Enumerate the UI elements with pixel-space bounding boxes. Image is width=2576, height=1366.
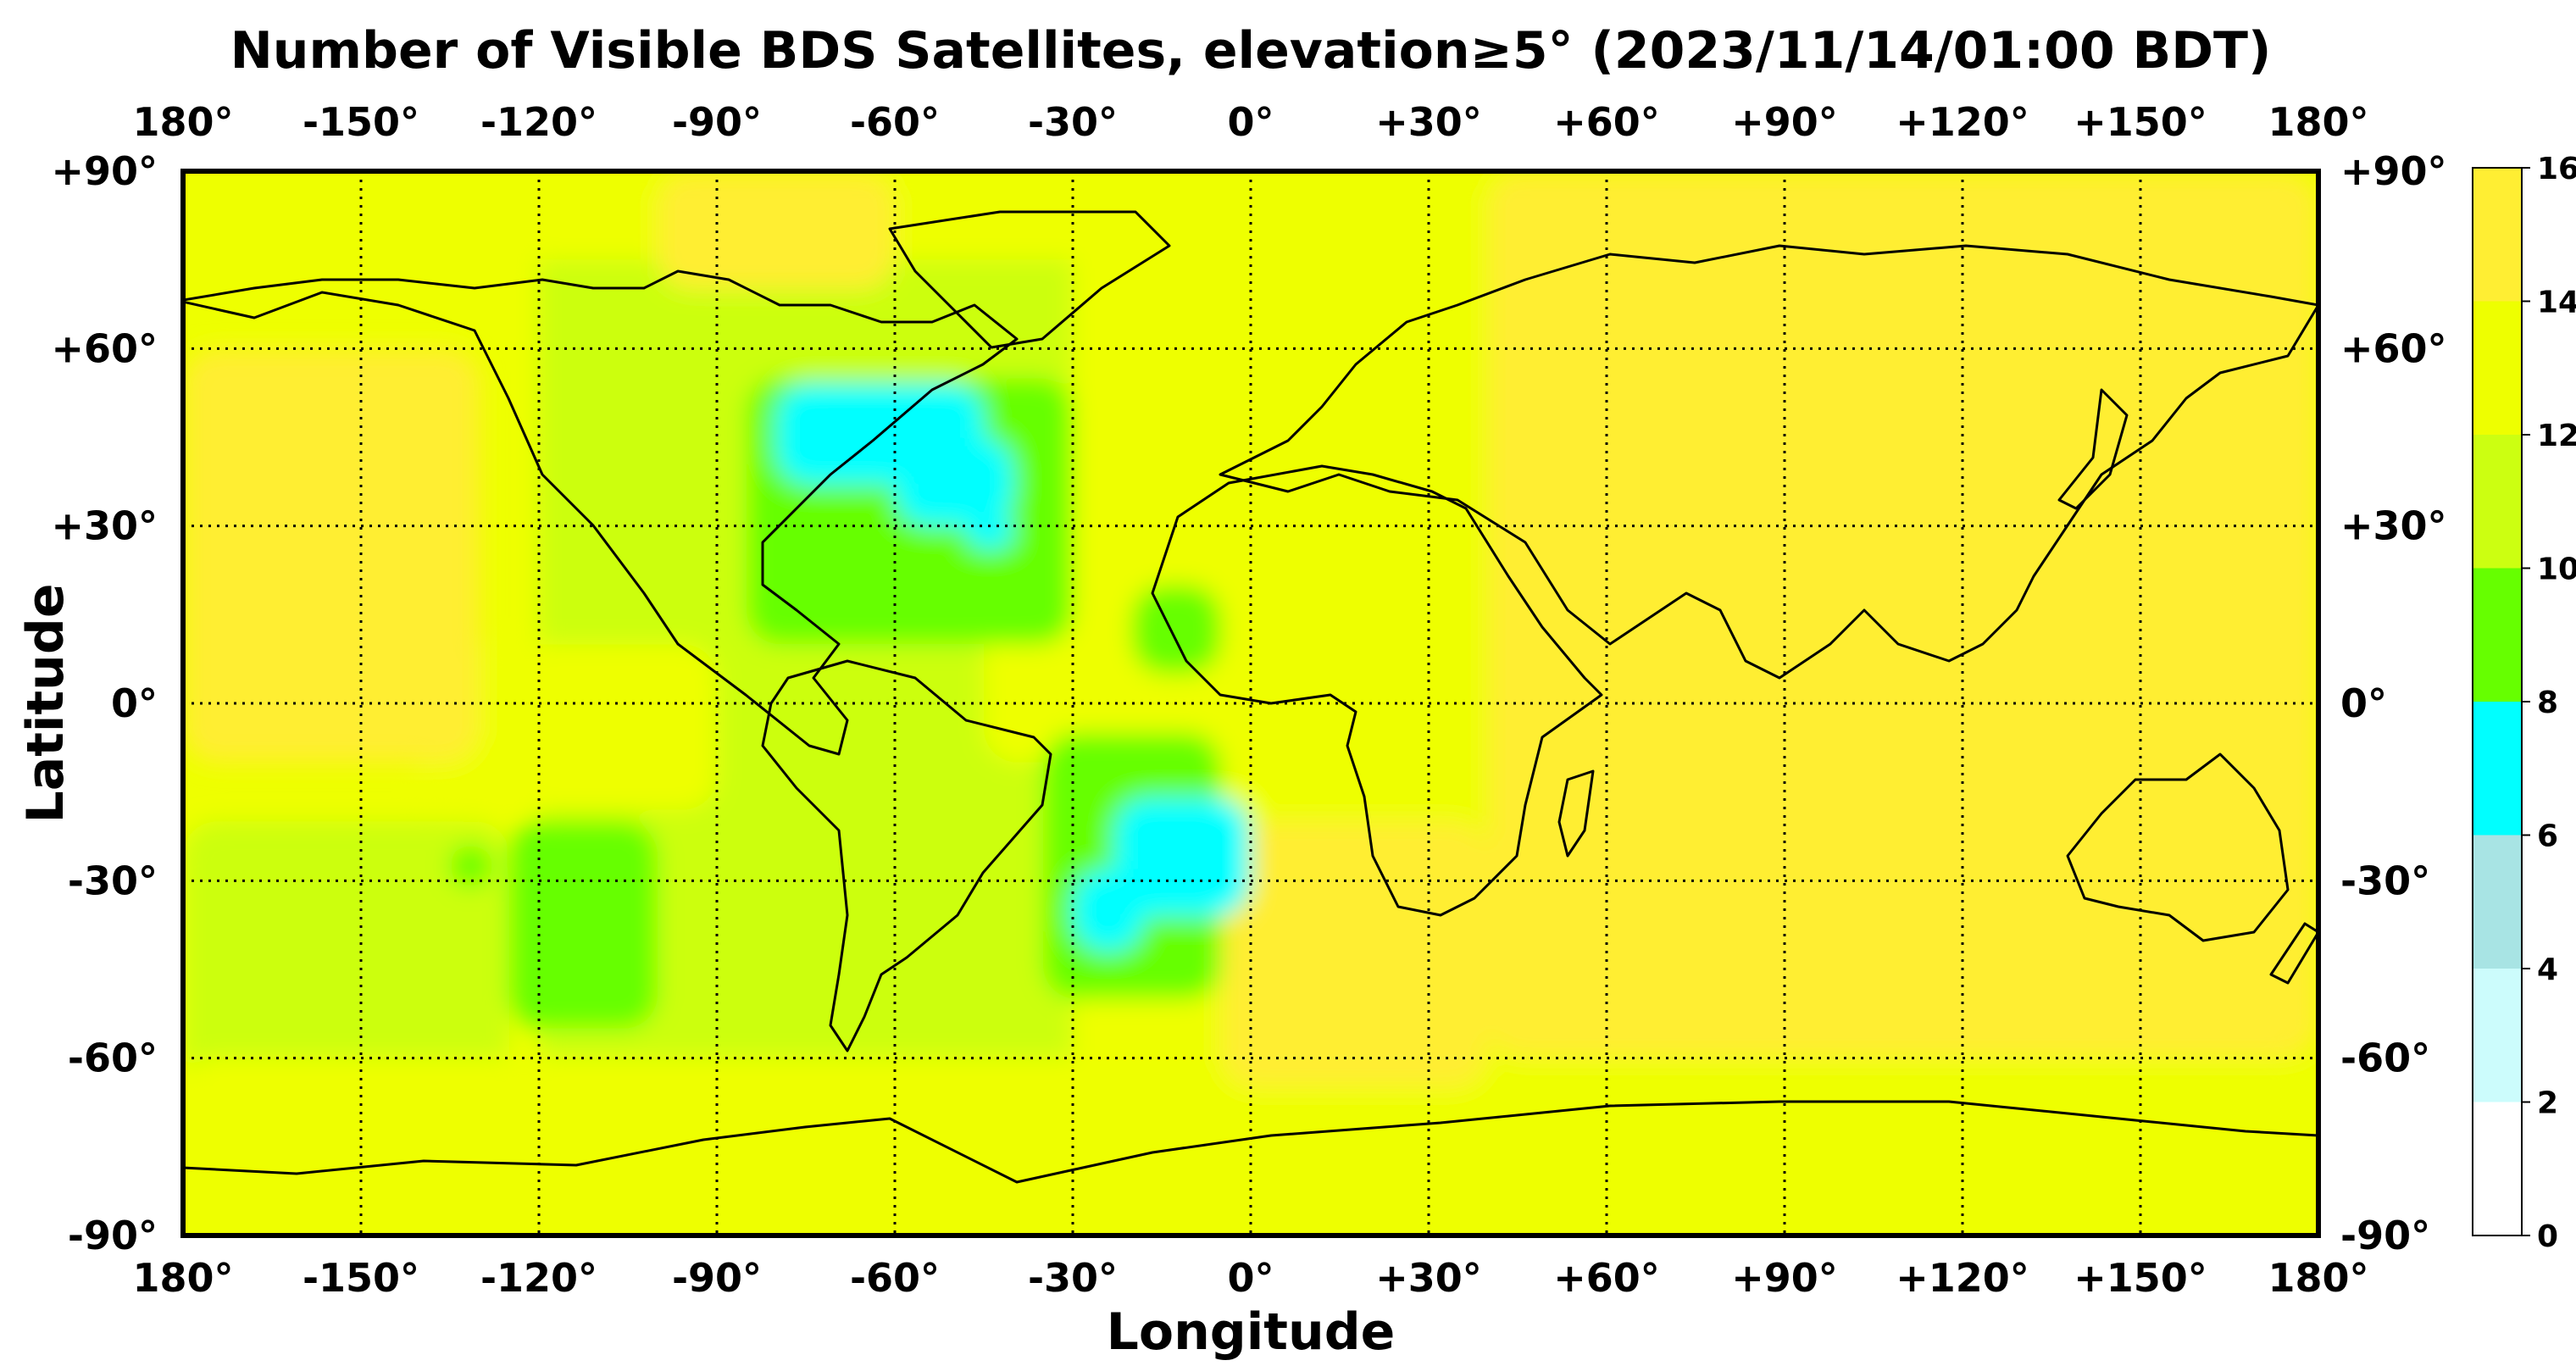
colorbar-block	[2473, 835, 2522, 969]
x-tick-label-bottom: +120°	[1896, 1255, 2029, 1301]
colorbar: 0 2 4 6 8 10 12 14 16	[2472, 152, 2576, 1254]
y-tick-label-right: +60°	[2340, 325, 2447, 371]
y-tick-label-left: -30°	[68, 858, 158, 903]
colorbar-blocks	[2473, 168, 2522, 1236]
y-tick-label-left: 0°	[111, 680, 158, 726]
colorbar-block	[2473, 969, 2522, 1102]
plot-area	[183, 171, 2318, 1236]
x-tick-label-top: 0°	[1227, 99, 1274, 145]
colorbar-tick-label: 0	[2537, 1219, 2558, 1254]
graticule	[183, 171, 2318, 1236]
coastlines	[183, 210, 2318, 1184]
visibility-region	[420, 644, 717, 810]
coastline-greenland	[888, 210, 1171, 349]
x-tick-label-bottom: +150°	[2074, 1255, 2207, 1301]
x-tick-label-bottom: +60°	[1553, 1255, 1660, 1301]
coastline-japan	[2057, 388, 2129, 510]
visibility-region	[509, 821, 658, 1029]
x-tick-label-top: +30°	[1375, 99, 1482, 145]
visibility-region	[1132, 585, 1221, 675]
x-tick-label-bottom: 0°	[1227, 1255, 1274, 1301]
x-tick-label-bottom: -60°	[850, 1255, 940, 1301]
coastline-africa	[1151, 464, 1603, 917]
coastline-australia	[2066, 752, 2290, 942]
visibility-region	[966, 514, 1013, 550]
x-tick-label-bottom: -150°	[303, 1255, 419, 1301]
y-tick-label-left: -90°	[68, 1213, 158, 1258]
y-tick-label-right: -30°	[2340, 858, 2430, 903]
chart-title: Number of Visible BDS Satellites, elevat…	[230, 21, 2272, 81]
visibility-region	[1114, 797, 1251, 917]
y-tick-label-right: +90°	[2340, 148, 2447, 194]
visibility-field	[183, 171, 2318, 1236]
visibility-region	[183, 821, 509, 1088]
x-axis-label: Longitude	[1107, 1302, 1396, 1362]
y-tick-label-left: +30°	[51, 503, 158, 549]
x-tick-label-bottom: -120°	[480, 1255, 597, 1301]
colorbar-tick-label: 16	[2537, 152, 2576, 186]
top-tick-labels: 180° -150° -120° -90° -60° -30° 0° +30° +60° +90°…	[132, 99, 2368, 145]
x-tick-label-bottom: +90°	[1731, 1255, 1838, 1301]
x-tick-label-top: -30°	[1028, 99, 1118, 145]
colorbar-block	[2473, 568, 2522, 702]
colorbar-tick-label: 2	[2537, 1086, 2558, 1121]
x-tick-label-top: -60°	[850, 99, 940, 145]
y-tick-label-left: +60°	[51, 325, 158, 371]
colorbar-tick-label: 14	[2537, 286, 2576, 320]
bottom-tick-labels: 180° -150° -120° -90° -60° -30° 0° +30° +60° +90°…	[132, 1255, 2368, 1301]
colorbar-block	[2473, 435, 2522, 569]
x-tick-label-bottom: 180°	[132, 1255, 233, 1301]
x-tick-label-top: +150°	[2074, 99, 2207, 145]
visibility-region	[1073, 869, 1144, 952]
x-tick-label-top: -90°	[672, 99, 762, 145]
coastline-south-america	[761, 659, 1052, 1052]
x-tick-label-top: 180°	[2268, 99, 2368, 145]
y-tick-label-left: -60°	[68, 1036, 158, 1081]
right-tick-labels: +90° +60° +30° 0° -30° -60° -90°	[2340, 148, 2447, 1258]
colorbar-block	[2473, 1102, 2522, 1236]
colorbar-block	[2473, 301, 2522, 435]
y-tick-label-right: -60°	[2340, 1036, 2430, 1081]
visibility-region	[183, 348, 480, 763]
colorbar-block	[2473, 168, 2522, 302]
visibility-region	[450, 845, 491, 887]
colorbar-tick-label: 10	[2537, 553, 2576, 587]
x-tick-label-top: -120°	[480, 99, 597, 145]
x-tick-label-top: +60°	[1553, 99, 1660, 145]
visibility-region	[658, 171, 895, 290]
colorbar-tick-label: 4	[2537, 952, 2558, 987]
colorbar-tick-label: 12	[2537, 419, 2576, 453]
x-tick-label-bottom: +30°	[1375, 1255, 1482, 1301]
x-tick-label-top: 180°	[132, 99, 233, 145]
x-tick-label-top: -150°	[303, 99, 419, 145]
visibility-region	[895, 437, 1013, 526]
left-tick-labels: +90° +60° +30° 0° -30° -60° -90°	[51, 148, 158, 1258]
visibility-region	[1488, 171, 2318, 1058]
x-tick-label-bottom: -30°	[1028, 1255, 1118, 1301]
coastline-north-america	[183, 269, 1019, 756]
y-tick-label-right: 0°	[2340, 680, 2387, 726]
y-tick-label-right: -90°	[2340, 1213, 2430, 1258]
colorbar-tick-label: 6	[2537, 819, 2558, 854]
x-tick-label-top: +120°	[1896, 99, 2029, 145]
coastline-antarctica	[183, 1100, 2318, 1184]
y-tick-label-right: +30°	[2340, 503, 2447, 549]
colorbar-tick-labels: 0 2 4 6 8 10 12 14 16	[2522, 152, 2576, 1254]
colorbar-block	[2473, 702, 2522, 836]
y-tick-label-left: +90°	[51, 148, 158, 194]
x-tick-label-bottom: -90°	[672, 1255, 762, 1301]
coastline-madagascar	[1557, 769, 1595, 858]
y-axis-label: Latitude	[16, 583, 75, 823]
map-frame	[180, 169, 2321, 1238]
visibility-region	[1221, 821, 1488, 1088]
coastline-new-zealand	[2269, 922, 2318, 985]
x-tick-label-bottom: 180°	[2268, 1255, 2368, 1301]
colorbar-tick-label: 8	[2537, 686, 2558, 720]
x-tick-label-top: +90°	[1731, 99, 1838, 145]
